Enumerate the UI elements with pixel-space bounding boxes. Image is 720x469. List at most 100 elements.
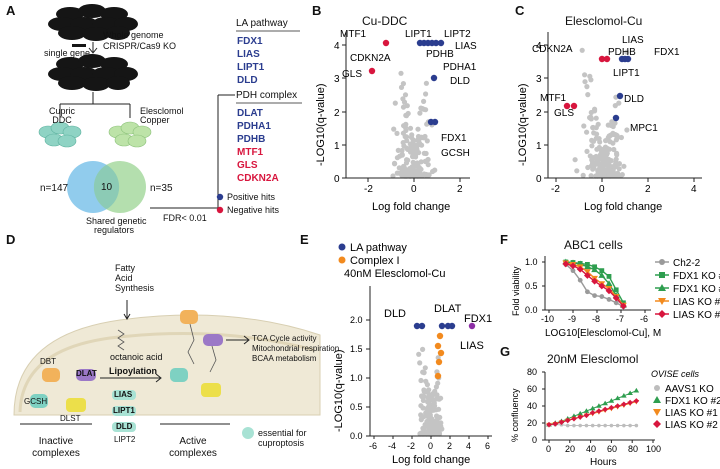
background-point [403,113,410,119]
data-point [584,272,591,279]
gene-dlat: DLAT [237,108,263,119]
background-point [398,70,404,76]
essential-line-1: essential for [258,428,307,438]
background-point [421,106,427,112]
background-point [423,80,429,86]
background-point [613,159,619,166]
panel-label-d: D [6,232,16,247]
hit-point [418,322,426,330]
venn-left-count: n=147 [40,183,69,194]
annot-gcsh: GCSH [441,148,470,159]
annot-dld: DLD [624,94,644,105]
annot-dld: DLD [384,308,406,320]
background-point [601,149,607,155]
background-point [414,137,421,143]
elesclomol-label: Elesclomol [140,106,184,116]
background-point [424,138,430,144]
legend-complex-i: Complex I [350,255,400,267]
background-point [584,84,590,90]
background-point [605,135,611,141]
background-point [427,393,433,399]
background-point [611,146,617,153]
background-point [422,365,428,371]
data-point [546,421,552,428]
hit-point [434,342,442,350]
pdh-complex-header: PDH complex [236,90,298,101]
data-point [620,302,627,310]
hit-point [436,332,444,340]
data-point [596,403,602,408]
y-tick: 0.5 [525,281,538,291]
active-line-1: Active [179,436,207,447]
protein-gcsh: GCSH [24,397,48,406]
gene-dld: DLD [237,75,258,86]
background-point [404,157,410,163]
background-point [430,168,436,175]
background-point [619,172,625,178]
hit-point [598,55,606,63]
data-point [585,289,590,295]
background-point [589,137,595,143]
annot-mtf1: MTF1 [540,93,567,104]
x-tick: 60 [607,444,617,454]
data-point [606,274,612,279]
panel-label-g: G [500,344,511,359]
chart-g: 0 20 40 60 80 100 0 20 40 60 80 Hours % … [510,367,720,468]
y-tick: 0 [532,435,537,445]
data-point [570,268,576,274]
data-point [599,268,605,274]
background-point [394,130,400,136]
background-point [429,428,435,434]
background-point [399,151,405,158]
x-tick: 0 [428,441,433,451]
legend-entry: Ch2-2 [673,258,701,269]
x-tick: -2 [551,184,560,195]
background-point [412,152,419,158]
background-point [435,380,441,386]
hit-point [616,92,624,100]
background-point [395,147,401,153]
x-tick: -8 [592,314,600,324]
panel-f-title: ABC1 cells [564,238,623,252]
y-tick: 40 [527,401,537,411]
background-point [429,407,435,413]
data-point [633,398,640,404]
y-tick: 0.0 [350,431,363,441]
x-tick: 100 [646,444,661,454]
data-point [608,404,615,411]
gene-gls: GLS [237,160,258,171]
legend-entry: FDX1 KO #1 [673,271,720,282]
fdr-label: FDR< 0.01 [163,213,207,223]
panel-label-f: F [500,232,508,247]
data-point [634,423,639,428]
background-point [424,423,430,429]
background-point [600,161,606,167]
background-point [416,351,422,357]
legend-entry: AAVS1 KO [665,384,714,395]
data-point [552,421,559,427]
hit-point [413,322,421,330]
background-point [624,49,630,55]
panel-e-title: 40nM Elesclomol-Cu [344,268,445,280]
y-axis-label: Fold viability [511,266,521,316]
data-point [578,423,582,428]
legend-complex-i-marker [338,256,346,264]
data-point [577,414,583,420]
background-point [420,405,426,411]
background-point [423,378,429,384]
hit-point [438,322,446,330]
background-point [588,116,594,122]
background-point [391,126,397,132]
background-point [400,96,406,102]
y-tick: 4 [334,41,340,52]
x-tick: 2 [447,441,452,451]
x-tick: 20 [565,444,575,454]
data-point [633,387,640,393]
data-point [572,423,576,428]
background-point [420,369,426,375]
legend-marker [659,259,665,265]
data-point [571,413,577,418]
background-point [593,153,599,160]
x-tick: -4 [388,441,396,451]
